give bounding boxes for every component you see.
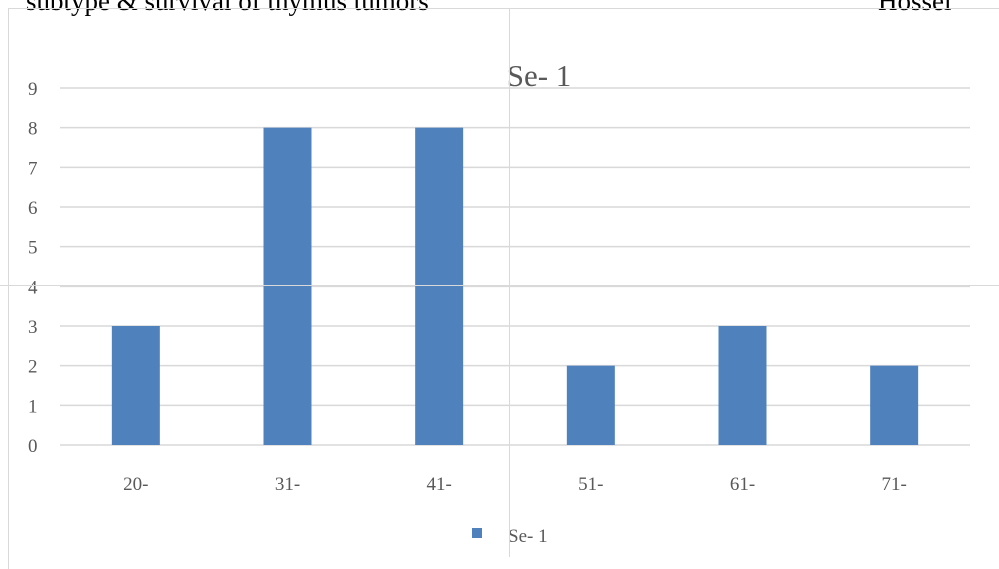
x-tick-label: 41- bbox=[427, 474, 452, 495]
bar-chart: Se- 1 0 1 2 3 4 5 6 7 8 9 20- 31- 41- 51- 61- 71- Se- … bbox=[28, 58, 970, 547]
x-tick-label: 20- bbox=[123, 474, 148, 495]
y-tick-label: 4 bbox=[28, 277, 38, 298]
y-tick-label: 1 bbox=[28, 396, 38, 417]
x-tick-label: 31- bbox=[275, 474, 300, 495]
legend-label: Se- 1 bbox=[508, 526, 548, 547]
y-tick-label: 6 bbox=[28, 198, 38, 219]
y-tick-label: 5 bbox=[28, 238, 38, 259]
bars bbox=[111, 127, 919, 446]
gridlines bbox=[60, 87, 970, 446]
y-tick-label: 7 bbox=[28, 158, 38, 179]
y-tick-label: 3 bbox=[28, 317, 38, 338]
bar-71 bbox=[870, 365, 919, 445]
legend-swatch bbox=[472, 528, 482, 538]
y-tick-label: 2 bbox=[28, 357, 38, 378]
x-axis-ticks: 20- 31- 41- 51- 61- 71- bbox=[123, 474, 907, 495]
bar-61 bbox=[718, 326, 767, 445]
y-tick-label: 8 bbox=[28, 119, 38, 140]
y-axis-ticks: 0 1 2 3 4 5 6 7 8 9 bbox=[28, 79, 38, 457]
bar-31 bbox=[263, 127, 312, 446]
x-tick-label: 51- bbox=[578, 474, 603, 495]
image-crop-line-vertical bbox=[509, 8, 510, 557]
bar-51 bbox=[566, 365, 615, 445]
chart-title: Se- 1 bbox=[507, 58, 572, 93]
legend: Se- 1 bbox=[472, 526, 548, 547]
y-tick-label: 9 bbox=[28, 79, 38, 100]
y-tick-label: 0 bbox=[28, 436, 38, 457]
bar-20 bbox=[111, 326, 160, 445]
image-crop-line-horizontal bbox=[0, 285, 999, 286]
x-tick-label: 61- bbox=[730, 474, 755, 495]
chart-frame bbox=[8, 8, 999, 569]
bar-41 bbox=[415, 127, 464, 446]
x-tick-label: 71- bbox=[882, 474, 907, 495]
